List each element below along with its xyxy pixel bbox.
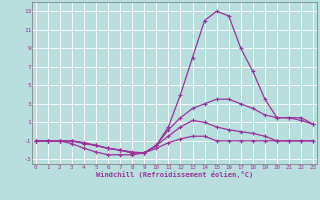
X-axis label: Windchill (Refroidissement éolien,°C): Windchill (Refroidissement éolien,°C)	[96, 171, 253, 178]
